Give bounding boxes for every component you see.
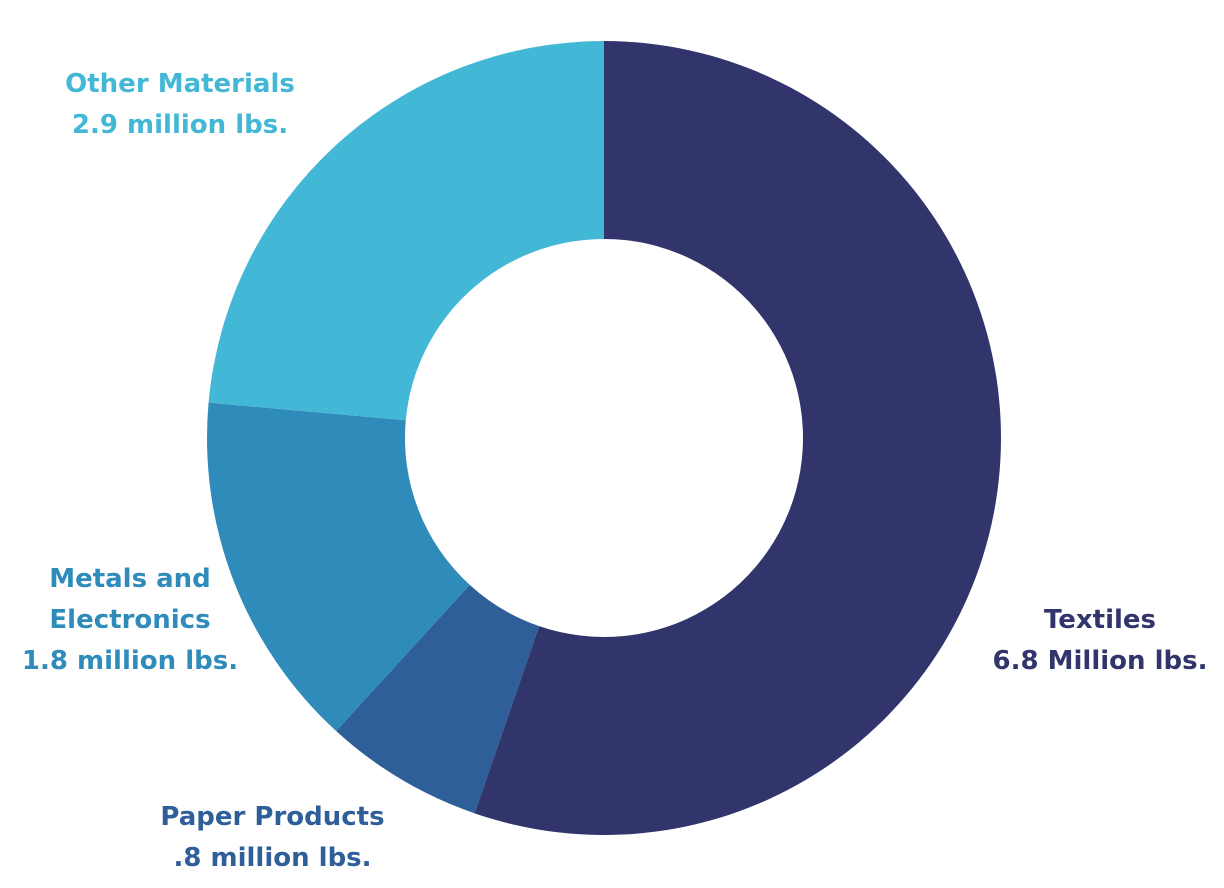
label-other-materials-value: 2.9 million lbs. (71, 110, 289, 140)
label-other-materials-name: Other Materials (65, 69, 295, 99)
label-textiles: Textiles 6.8 Million lbs. (970, 600, 1224, 682)
label-paper-products-name: Paper Products (160, 802, 385, 832)
slice-metals-and-electronics (207, 402, 470, 731)
label-metals-electronics-name-line2: Electronics (49, 605, 211, 635)
label-textiles-value: 6.8 Million lbs. (992, 646, 1208, 676)
label-metals-electronics-name-line1: Metals and (49, 564, 211, 594)
label-paper-products-value: .8 million lbs. (173, 843, 372, 873)
label-textiles-name: Textiles (1043, 605, 1157, 635)
label-metals-electronics-value: 1.8 million lbs. (21, 646, 239, 676)
slice-textiles (474, 41, 1002, 835)
slice-paper-products (336, 584, 540, 814)
label-paper-products: Paper Products .8 million lbs. (130, 797, 415, 879)
slice-other-materials (208, 41, 604, 421)
label-other-materials: Other Materials 2.9 million lbs. (40, 64, 320, 146)
label-metals-electronics: Metals and Electronics 1.8 million lbs. (10, 559, 250, 682)
